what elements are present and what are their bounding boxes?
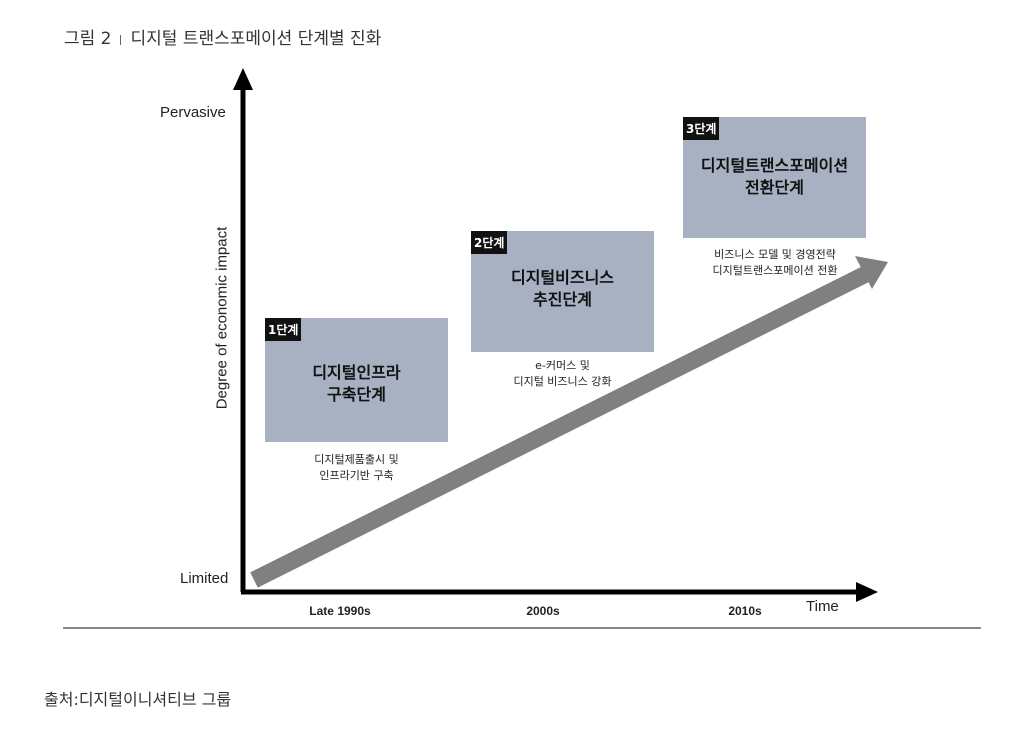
stage-3-title-line1: 디지털트랜스포메이션: [700, 156, 849, 175]
trend-arrow-head: [855, 256, 888, 289]
x-tick-2: 2000s: [526, 604, 560, 618]
y-level-low: Limited: [180, 570, 229, 587]
stage-3-desc-line1: 비즈니스 모델 및 경영전략: [714, 248, 836, 261]
y-axis: [233, 68, 253, 592]
stage-3-description: 비즈니스 모델 및 경영전략 디지털트랜스포메이션 전환: [664, 247, 886, 279]
stage-1-desc-line2: 인프라기반 구축: [319, 469, 394, 482]
source-caption: 출처:디지털이니셔티브 그룹: [44, 690, 232, 709]
stage-1-badge: 1단계: [265, 318, 302, 341]
y-axis-arrowhead: [233, 68, 253, 90]
y-level-high: Pervasive: [160, 104, 226, 121]
stage-3-title-line2: 전환단계: [745, 178, 804, 197]
stage-1-desc-line1: 디지털제품출시 및: [314, 453, 399, 466]
stage-1-description: 디지털제품출시 및 인프라기반 구축: [265, 452, 448, 484]
stage-1-title: 디지털인프라 구축단계: [265, 362, 448, 406]
stage-3-desc-line2: 디지털트랜스포메이션 전환: [712, 264, 838, 277]
x-tick-3: 2010s: [728, 604, 762, 618]
stage-1-box: 1단계 디지털인프라 구축단계: [265, 318, 448, 442]
stage-2-title-line2: 추진단계: [533, 290, 592, 309]
stage-2-desc-line1: e-커머스 및: [535, 359, 590, 372]
trend-arrow-shaft: [250, 264, 874, 588]
figure-title: 그림 2 디지털 트랜스포메이션 단계별 진화: [64, 24, 381, 49]
x-axis-title: Time: [806, 598, 839, 615]
figure-label: 그림 2: [64, 29, 112, 49]
stage-2-title-line1: 디지털비즈니스: [510, 268, 615, 287]
stage-2-box: 2단계 디지털비즈니스 추진단계: [471, 231, 654, 352]
x-axis-arrowhead: [856, 582, 878, 602]
stage-2-title: 디지털비즈니스 추진단계: [471, 267, 654, 311]
stage-2-desc-line2: 디지털 비즈니스 강화: [513, 375, 612, 388]
stage-3-badge: 3단계: [683, 117, 720, 140]
stage-3-title: 디지털트랜스포메이션 전환단계: [683, 155, 866, 199]
stage-2-description: e-커머스 및 디지털 비즈니스 강화: [450, 358, 675, 390]
trend-arrow: [250, 256, 888, 588]
figure-title-text: 디지털 트랜스포메이션 단계별 진화: [130, 29, 382, 49]
stage-2-badge: 2단계: [471, 231, 508, 254]
y-axis-title: Degree of economic impact: [213, 226, 231, 410]
stage-1-title-line2: 구축단계: [327, 385, 386, 404]
x-axis: [241, 582, 878, 602]
title-separator: [119, 35, 121, 45]
x-tick-1: Late 1990s: [309, 604, 371, 618]
stage-3-box: 3단계 디지털트랜스포메이션 전환단계: [683, 117, 866, 238]
divider-rule: [63, 627, 981, 629]
stage-1-title-line1: 디지털인프라: [312, 363, 401, 382]
